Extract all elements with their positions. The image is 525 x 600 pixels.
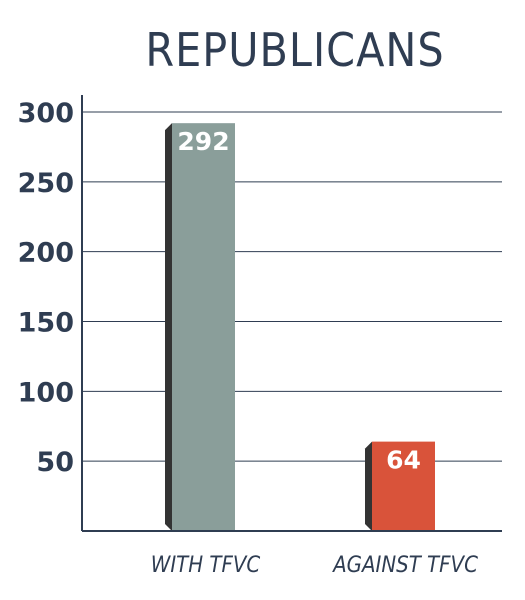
x-axis-ticks: WITH TFVC AGAINST TFVC — [151, 553, 478, 578]
y-tick-label: 150 — [18, 308, 74, 339]
bar — [172, 123, 235, 531]
bar-value-label: 64 — [386, 446, 421, 475]
y-tick-label: 250 — [18, 168, 74, 199]
y-tick-label: 300 — [18, 98, 74, 129]
x-tick-label: WITH TFVC — [151, 553, 261, 578]
grid-lines — [82, 111, 502, 462]
bar — [372, 441, 435, 531]
bar-value-label: 292 — [177, 127, 229, 156]
chart-title: REPUBLICANS — [145, 23, 444, 77]
y-axis-ticks: 50 100 150 200 250 300 — [18, 98, 74, 478]
x-tick-label: AGAINST TFVC — [331, 553, 478, 578]
bar-side — [365, 441, 372, 531]
y-tick-label: 200 — [18, 238, 74, 269]
bar-group: 292 — [165, 123, 235, 531]
bars: 292 64 — [165, 123, 435, 531]
bar-side — [165, 123, 172, 531]
bar-group: 64 — [365, 441, 435, 531]
y-tick-label: 100 — [18, 377, 74, 408]
y-tick-label: 50 — [36, 447, 74, 478]
